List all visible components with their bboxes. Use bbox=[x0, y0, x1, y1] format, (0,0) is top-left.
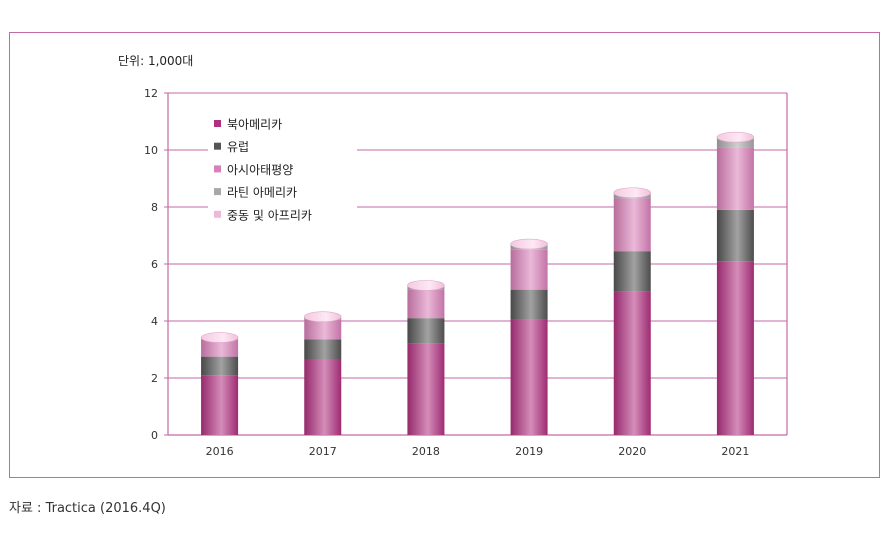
bar-segment bbox=[407, 289, 445, 319]
bar-stack-2017 bbox=[303, 311, 342, 435]
axis-layer: 0 2 4 6 8 10 12 2016 2017 2018 2019 2020 2021 bbox=[144, 87, 788, 458]
x-tick-label: 2016 bbox=[206, 445, 234, 458]
bar-segment bbox=[201, 375, 239, 435]
y-tick-label: 4 bbox=[151, 315, 158, 328]
y-tick-label: 0 bbox=[151, 429, 158, 442]
bar-stack-2016 bbox=[200, 332, 239, 435]
bar-cap bbox=[200, 332, 239, 343]
bar-stack-2021 bbox=[716, 131, 755, 435]
y-tick-label: 8 bbox=[151, 201, 158, 214]
x-tick-label: 2019 bbox=[515, 445, 543, 458]
legend-label: 중동 및 아프리카 bbox=[227, 208, 312, 222]
legend-label: 라틴 아메리카 bbox=[227, 186, 297, 200]
bar-segment bbox=[613, 251, 651, 292]
bar-segment bbox=[201, 356, 239, 376]
bar-cap bbox=[716, 131, 755, 143]
unit-label: 단위: 1,000대 bbox=[118, 54, 194, 68]
x-tick-label: 2018 bbox=[412, 445, 440, 458]
legend-swatch bbox=[214, 142, 221, 150]
bar-segment bbox=[716, 147, 754, 210]
legend-background bbox=[208, 112, 357, 236]
legend-swatch bbox=[214, 165, 221, 173]
legend-swatch bbox=[214, 188, 221, 196]
bar-segment bbox=[510, 319, 548, 435]
legend-swatch bbox=[214, 210, 221, 218]
bar-cap bbox=[613, 187, 652, 199]
x-tick-label: 2020 bbox=[618, 445, 646, 458]
bar-cap bbox=[510, 238, 548, 250]
bar-segment bbox=[304, 319, 342, 340]
bars-layer bbox=[200, 131, 755, 435]
bar-segment bbox=[716, 138, 754, 148]
bar-segment bbox=[613, 198, 651, 252]
bar-segment bbox=[510, 289, 548, 320]
bar-segment bbox=[407, 318, 445, 344]
y-tick-label: 10 bbox=[144, 144, 158, 157]
bar-segment bbox=[201, 339, 239, 357]
bar-segment bbox=[510, 249, 548, 290]
bar-segment bbox=[716, 261, 754, 435]
bar-segment bbox=[407, 343, 445, 435]
bar-stack-2020 bbox=[613, 187, 652, 435]
y-tick-label: 2 bbox=[151, 372, 158, 385]
bar-cap bbox=[303, 311, 342, 323]
x-tick-label: 2017 bbox=[309, 445, 337, 458]
bar-segment bbox=[716, 209, 754, 262]
bar-stack-2018 bbox=[407, 280, 445, 435]
y-tick-label: 12 bbox=[144, 87, 158, 100]
bar-segment bbox=[613, 291, 651, 435]
bar-segment bbox=[304, 339, 342, 360]
bar-stack-2019 bbox=[510, 238, 548, 435]
legend-label: 북아메리카 bbox=[227, 118, 282, 132]
source-note: 자료 : Tractica (2016.4Q) bbox=[9, 501, 166, 516]
y-tick-label: 6 bbox=[151, 258, 158, 271]
bar-cap bbox=[407, 280, 445, 291]
x-tick-label: 2021 bbox=[721, 445, 749, 458]
bar-segment bbox=[304, 359, 342, 435]
legend-swatch bbox=[214, 120, 221, 127]
legend-label: 유럽 bbox=[227, 140, 249, 154]
legend-label: 아시아태평양 bbox=[227, 163, 293, 177]
